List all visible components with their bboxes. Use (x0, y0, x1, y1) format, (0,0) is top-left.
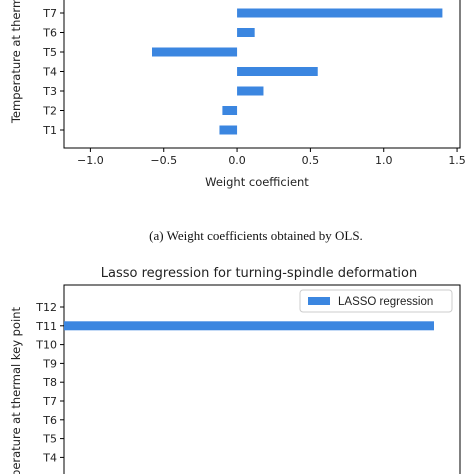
top-y-ticks: T7 T6 T5 T4 T3 T2 T1 (42, 7, 64, 137)
bottom-y-axis-label: perature at thermal key point (9, 307, 23, 474)
top-plot-frame (63, 0, 461, 149)
top-ytick-label: T1 (42, 124, 57, 137)
legend-swatch (308, 297, 330, 305)
top-bar-t5 (152, 47, 238, 57)
top-ytick-label: T6 (42, 27, 57, 40)
bottom-bar-t11 (64, 321, 434, 331)
legend-label: LASSO regression (338, 296, 433, 308)
top-ytick-label: T7 (42, 7, 57, 20)
top-xtick-label: 0.5 (302, 154, 320, 167)
figure-caption: (a) Weight coefficients obtained by OLS. (149, 228, 363, 243)
bottom-ytick-label: T12 (35, 301, 57, 314)
bottom-y-ticks: T12 T11 T10 T9 T8 T7 T6 T5 T4 (35, 301, 64, 464)
bottom-chart-title: Lasso regression for turning-spindle def… (101, 266, 417, 281)
top-xtick-label: 1.0 (375, 154, 393, 167)
ols-weight-chart: T7 T6 T5 T4 T3 T2 T1 −1.0 −0.5 0.0 0.5 1.0 1.5 Weig… (9, 0, 466, 189)
bottom-ytick-label: T4 (42, 451, 57, 464)
bottom-bars-group (64, 321, 434, 331)
top-bars-group (152, 8, 443, 135)
bottom-ytick-label: T7 (42, 395, 57, 408)
top-xtick-label: −1.0 (77, 154, 104, 167)
top-ytick-label: T3 (42, 85, 57, 98)
bottom-ytick-label: T6 (42, 414, 57, 427)
bottom-ytick-label: T5 (42, 433, 57, 446)
lasso-chart: Lasso regression for turning-spindle def… (9, 266, 461, 474)
top-bar-t7 (237, 8, 443, 18)
top-xtick-label: 0.0 (228, 154, 246, 167)
top-bar-t6 (237, 28, 255, 37)
legend-box (299, 289, 453, 313)
top-xtick-label: 1.5 (448, 154, 466, 167)
bottom-ytick-label: T10 (35, 339, 57, 352)
top-ytick-label: T4 (42, 66, 57, 79)
bottom-plot-frame (63, 284, 461, 474)
legend: LASSO regression (299, 289, 453, 313)
top-ytick-label: T5 (42, 46, 57, 59)
top-xtick-label: −0.5 (150, 154, 177, 167)
top-bar-t3 (237, 86, 264, 96)
top-ytick-label: T2 (42, 105, 57, 118)
top-x-axis-label: Weight coefficient (205, 175, 309, 189)
top-x-ticks: −1.0 −0.5 0.0 0.5 1.0 1.5 (77, 148, 466, 167)
bottom-ytick-label: T8 (42, 376, 57, 389)
top-y-axis-label: Temperature at therm (9, 0, 23, 124)
bottom-ytick-label: T9 (42, 357, 57, 370)
top-bar-t2 (222, 106, 238, 115)
top-bar-t1 (219, 125, 238, 135)
top-bar-t4 (237, 67, 318, 76)
bottom-ytick-label: T11 (35, 320, 57, 333)
